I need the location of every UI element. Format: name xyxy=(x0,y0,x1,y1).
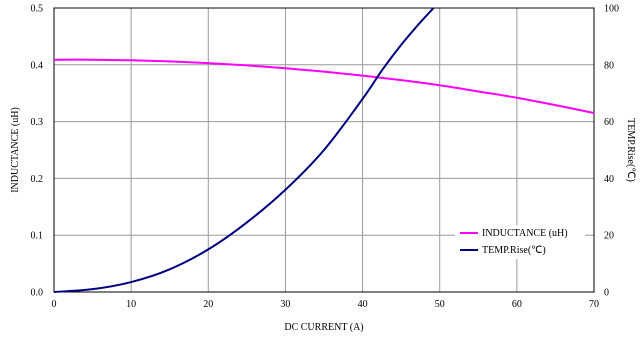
y-axis-title: INDUCTANCE (uH) xyxy=(10,107,21,193)
x-tick-label: 70 xyxy=(589,299,599,310)
x-tick-label: 50 xyxy=(435,299,445,310)
x-tick-label: 60 xyxy=(512,299,522,310)
y2-tick-label: 0 xyxy=(604,288,609,299)
x-tick-label: 30 xyxy=(280,299,290,310)
y-tick-label: 0.4 xyxy=(31,60,44,71)
y-tick-label: 0.2 xyxy=(31,174,44,185)
y2-tick-label: 80 xyxy=(604,60,614,71)
legend-box xyxy=(455,225,585,259)
series-line-temp-rise xyxy=(54,7,435,293)
x-tick-label: 40 xyxy=(358,299,368,310)
y-tick-label: 0.5 xyxy=(31,4,44,15)
y-tick-label: 0.0 xyxy=(31,288,44,299)
x-tick-label: 10 xyxy=(126,299,136,310)
y2-tick-label: 20 xyxy=(604,231,614,242)
y-tick-label: 0.3 xyxy=(31,117,44,128)
series-line-inductance xyxy=(54,58,594,115)
y2-tick-label: 40 xyxy=(604,174,614,185)
series-lines xyxy=(54,7,594,293)
legend: INDUCTANCE (uH) TEMP.Rise(℃) xyxy=(455,225,585,259)
x-axis-title: DC CURRENT (A) xyxy=(284,322,363,333)
legend-label-inductance: INDUCTANCE (uH) xyxy=(482,228,568,239)
plot-frame xyxy=(53,7,595,293)
y2-tick-label: 60 xyxy=(604,117,614,128)
tick-labels: 0 10 20 30 40 50 60 70 0.0 0.1 0.2 0.3 0.4 0.5 0 20 40 60… xyxy=(31,4,620,311)
y-tick-label: 0.1 xyxy=(31,231,44,242)
y2-tick-label: 100 xyxy=(604,4,619,15)
y2-axis-title: TEMP.Rise(℃) xyxy=(625,118,636,182)
legend-label-temp-rise: TEMP.Rise(℃) xyxy=(482,245,546,256)
x-tick-label: 0 xyxy=(52,299,57,310)
x-tick-label: 20 xyxy=(203,299,213,310)
